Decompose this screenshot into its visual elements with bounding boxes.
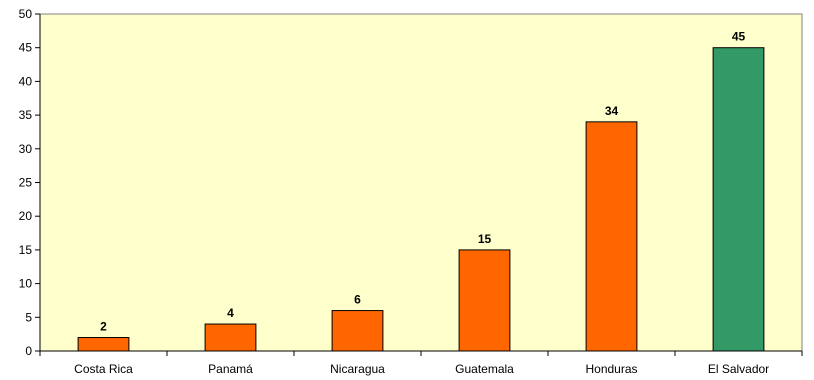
y-tick-label: 10	[19, 277, 33, 291]
bar	[331, 310, 384, 352]
y-tick-label: 5	[25, 310, 32, 324]
x-category-label: Guatemala	[455, 362, 514, 376]
y-tick-label: 25	[19, 176, 33, 190]
y-tick-label: 20	[19, 209, 33, 223]
x-category-label: El Salvador	[708, 362, 769, 376]
bar	[77, 337, 130, 352]
x-axis-categories: Costa Rica Panamá Nicaragua Guatemala Hondur…	[39, 351, 803, 376]
data-label: 6	[354, 293, 361, 307]
data-label: 15	[478, 232, 492, 246]
bar	[458, 249, 511, 352]
y-tick-label: 0	[25, 344, 32, 358]
y-tick-label: 30	[19, 142, 33, 156]
y-axis-ticks: 0 5 10 15 20 25 30 35 40 45 50	[19, 7, 40, 358]
y-tick-label: 45	[19, 41, 33, 55]
data-label: 45	[732, 30, 746, 44]
x-category-label: Nicaragua	[330, 362, 385, 376]
x-category-label: Costa Rica	[74, 362, 133, 376]
data-labels: 2 4 6 15 34 45	[100, 30, 745, 334]
data-label: 34	[605, 104, 619, 118]
y-tick-label: 40	[19, 74, 33, 88]
bar	[712, 47, 765, 352]
data-label: 2	[100, 320, 107, 334]
y-tick-label: 35	[19, 108, 33, 122]
y-tick-label: 15	[19, 243, 33, 257]
y-tick-label: 50	[19, 7, 33, 21]
bar	[204, 323, 257, 352]
plot-area-group	[39, 13, 803, 352]
plot-area	[39, 13, 803, 352]
x-category-label: Panamá	[208, 362, 253, 376]
bar	[585, 121, 638, 352]
bars	[77, 47, 765, 352]
x-category-label: Honduras	[585, 362, 637, 376]
data-label: 4	[227, 306, 234, 320]
